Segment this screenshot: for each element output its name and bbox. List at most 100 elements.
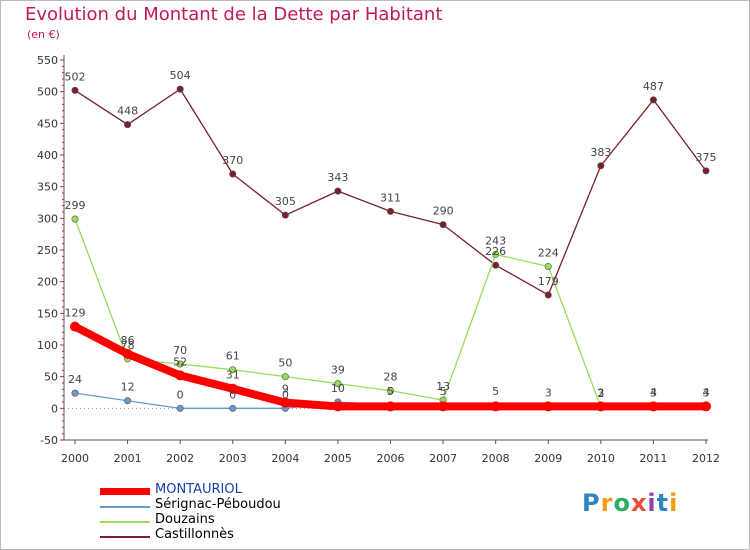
data-point (701, 401, 711, 412)
data-point (543, 401, 554, 412)
data-label: 299 (65, 199, 86, 212)
x-tick-label: 2002 (166, 452, 194, 465)
y-tick-label: 300 (37, 212, 58, 225)
data-label: 3 (703, 386, 710, 399)
data-label: 3 (597, 386, 604, 399)
data-point (597, 162, 605, 170)
x-tick-label: 2005 (324, 452, 352, 465)
data-point (544, 291, 552, 299)
x-tick-label: 2011 (639, 452, 667, 465)
y-tick-label: 50 (44, 371, 58, 384)
data-label: 224 (538, 246, 559, 259)
y-tick-label: 250 (37, 244, 58, 257)
data-label: 3 (650, 386, 657, 399)
data-point (492, 261, 500, 269)
data-point (334, 380, 342, 388)
data-label: 0 (177, 388, 184, 401)
y-tick-label: 0 (51, 402, 58, 415)
data-point (124, 397, 132, 405)
legend-label: MONTAURIOL (155, 482, 242, 497)
data-point (70, 321, 80, 332)
data-label: 179 (538, 275, 559, 288)
data-point (649, 96, 657, 104)
x-tick-label: 2003 (219, 452, 247, 465)
x-tick-label: 2001 (114, 452, 142, 465)
data-point (122, 348, 133, 359)
data-label: 370 (222, 154, 243, 167)
data-point (648, 401, 659, 412)
data-label: 24 (68, 373, 82, 386)
y-tick-label: 350 (37, 181, 58, 194)
data-point (176, 404, 184, 412)
x-tick-label: 2007 (429, 452, 457, 465)
data-label: 5 (387, 385, 394, 398)
y-tick-label: 450 (37, 117, 58, 130)
data-point (438, 401, 449, 412)
data-point (490, 401, 501, 412)
data-label: 502 (65, 70, 86, 83)
data-point (71, 389, 79, 397)
data-label: 50 (278, 357, 292, 370)
data-point (71, 215, 79, 223)
data-label: 86 (121, 334, 135, 347)
data-label: 78 (121, 339, 135, 352)
legend-swatch (100, 521, 150, 523)
data-point (702, 167, 710, 175)
data-point (71, 86, 79, 94)
legend-label: Castillonnès (155, 527, 234, 542)
x-tick-label: 2010 (587, 452, 615, 465)
data-label: 13 (436, 380, 450, 393)
data-point (229, 404, 237, 412)
data-label: 375 (696, 151, 717, 164)
data-label: 70 (173, 344, 187, 357)
data-label: 5 (440, 385, 447, 398)
data-label: 0 (229, 388, 236, 401)
data-point (176, 85, 184, 93)
data-point (229, 366, 237, 374)
proxiti-logo: Proxiti (582, 489, 679, 517)
y-tick-label: 150 (37, 307, 58, 320)
data-point (332, 401, 343, 412)
data-point (334, 187, 342, 195)
x-tick-label: 2008 (482, 452, 510, 465)
data-label: 52 (173, 355, 187, 368)
y-tick-label: 400 (37, 149, 58, 162)
data-point (176, 360, 184, 368)
data-label: 504 (170, 69, 191, 82)
data-point (386, 207, 394, 215)
data-point (175, 370, 186, 381)
data-label: 305 (275, 195, 296, 208)
data-label: 61 (226, 350, 240, 363)
legend-swatch (100, 506, 150, 508)
data-point (280, 397, 291, 408)
data-label: 28 (384, 371, 398, 384)
legend-swatch (100, 488, 150, 495)
data-label: 0 (282, 388, 289, 401)
data-point (385, 401, 396, 412)
data-label: 31 (226, 369, 240, 382)
x-tick-label: 2004 (271, 452, 299, 465)
data-point (439, 221, 447, 229)
y-tick-label: 200 (37, 276, 58, 289)
data-point (281, 373, 289, 381)
chart-title: Evolution du Montant de la Dette par Hab… (25, 4, 443, 25)
y-tick-label: 500 (37, 86, 58, 99)
legend-label: Douzains (155, 512, 215, 527)
data-label: 311 (380, 191, 401, 204)
data-label: 290 (433, 205, 454, 218)
legend-label: Sérignac-Péboudou (155, 497, 281, 512)
data-label: 448 (117, 105, 138, 118)
data-point (227, 383, 238, 394)
data-label: 487 (643, 80, 664, 93)
data-point (492, 250, 500, 258)
data-label: 9 (282, 383, 289, 396)
data-label: 4 (650, 386, 657, 399)
data-label: 226 (485, 245, 506, 258)
data-point (544, 262, 552, 270)
data-label: 5 (492, 385, 499, 398)
data-point (281, 211, 289, 219)
x-tick-label: 2000 (61, 452, 89, 465)
y-tick-label: 100 (37, 339, 58, 352)
data-label: 10 (331, 382, 345, 395)
